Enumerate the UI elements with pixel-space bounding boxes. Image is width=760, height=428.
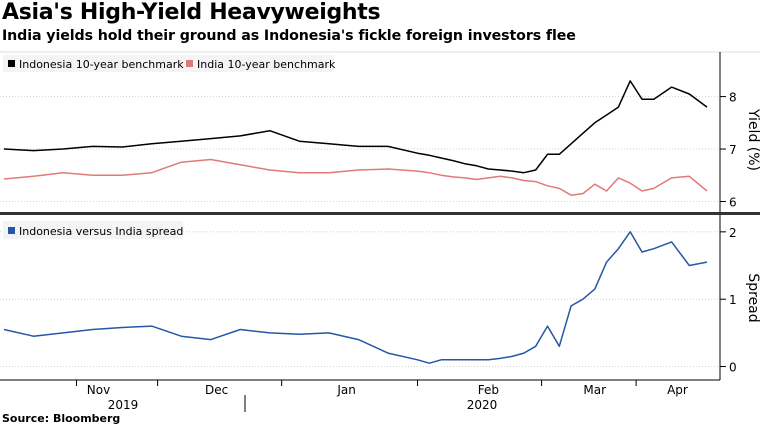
y-tick-label: 6 [729, 196, 737, 210]
bottom-y-axis-title: Spread [745, 273, 760, 322]
series-line-indonesia [3, 80, 708, 174]
top-gridlines [0, 96, 720, 202]
y-tick-label: 1 [729, 293, 737, 307]
y-tick-label: 2 [729, 226, 737, 240]
x-month-label: Nov [87, 383, 110, 397]
bottom-legend: Indonesia versus India spread [3, 221, 183, 239]
bottom-gridlines [0, 231, 720, 367]
legend-swatch-india [186, 60, 193, 67]
x-month-label: Jan [336, 383, 356, 397]
legend-label-spread: Indonesia versus India spread [19, 225, 183, 238]
x-month-ticks: Nov Dec Jan Feb Mar Apr [76, 380, 688, 397]
series-line-spread [3, 231, 708, 364]
x-month-label: Mar [583, 383, 606, 397]
bottom-y-ticks: 0 1 2 [720, 226, 737, 375]
legend-label-india: India 10-year benchmark [197, 58, 336, 71]
top-series-group [3, 80, 708, 196]
y-tick-label: 8 [729, 91, 737, 105]
x-axis: Nov Dec Jan Feb Mar Apr 2019 2020 [0, 379, 720, 412]
y-tick-label: 7 [729, 143, 737, 157]
legend-swatch-indonesia [8, 60, 15, 67]
legend-swatch-spread [8, 227, 15, 234]
bottom-panel: 0 1 2 Indonesia versus India spread Spread [0, 215, 760, 380]
series-line-india [3, 158, 708, 196]
top-legend-box [3, 55, 334, 72]
chart-subtitle: India yields hold their ground as Indone… [2, 28, 576, 44]
legend-label-indonesia: Indonesia 10-year benchmark [19, 58, 184, 71]
x-month-label: Apr [667, 383, 688, 397]
x-month-label: Feb [478, 383, 499, 397]
bottom-series-group [3, 231, 708, 364]
source-note: Source: Bloomberg [2, 412, 121, 425]
year-label-2020: 2020 [467, 398, 498, 412]
top-y-ticks: 6 7 8 [720, 91, 737, 210]
year-label-2019: 2019 [108, 398, 139, 412]
bottom-legend-box [3, 221, 183, 239]
top-legend: Indonesia 10-year benchmark India 10-yea… [3, 55, 336, 72]
panel-divider [0, 212, 760, 215]
top-panel: 6 7 8 Indonesia 10-year benchmark India 10… [0, 51, 760, 212]
top-y-axis-title: Yield (%) [745, 108, 760, 171]
y-tick-label: 0 [729, 361, 737, 375]
x-month-label: Dec [205, 383, 228, 397]
chart-title: Asia's High-Yield Heavyweights [2, 0, 381, 25]
